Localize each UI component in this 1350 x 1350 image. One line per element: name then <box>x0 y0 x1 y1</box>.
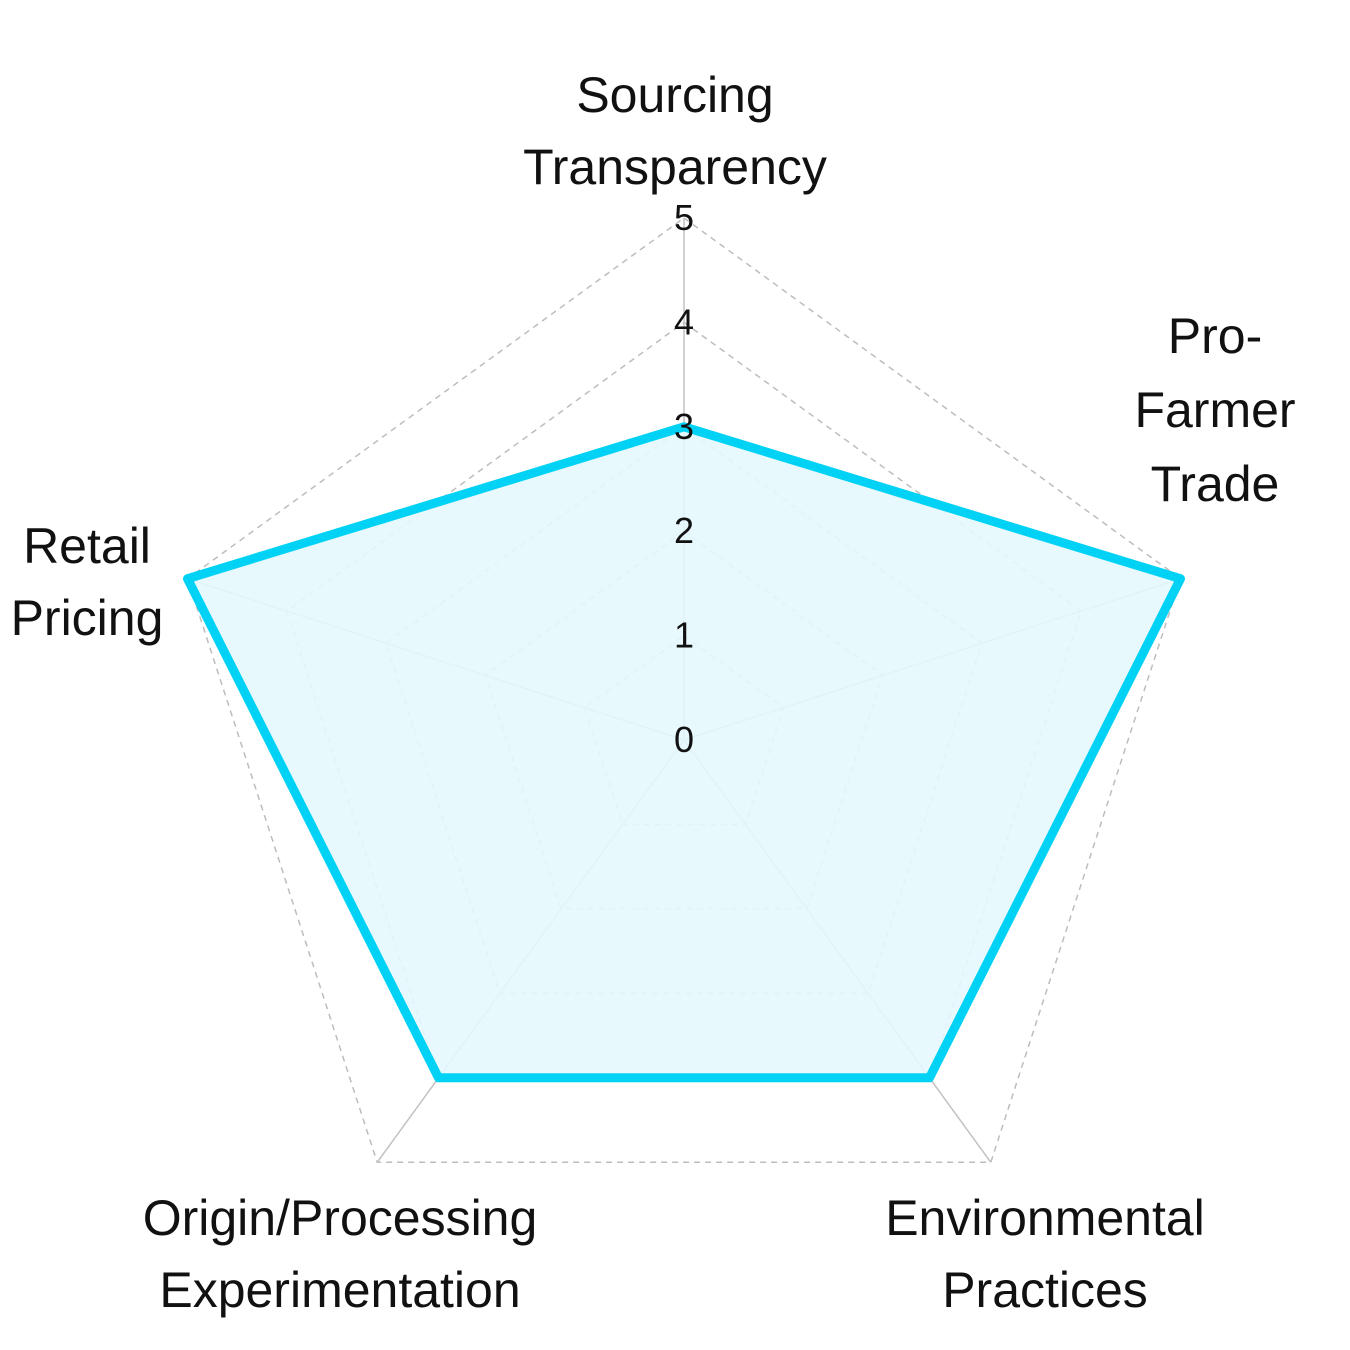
tick-label-4: 4 <box>674 301 694 342</box>
axis-label-1: Pro-Farmer Trade <box>1134 308 1295 512</box>
axis-labels: Sourcing Transparency Pro-Farmer Trade Envir… <box>11 67 1296 1318</box>
axis-label-4: Retail Pricing <box>11 518 164 646</box>
series-outline-0 <box>183 422 1185 1083</box>
axis-label-2: Environmental Practices <box>885 1190 1205 1318</box>
tick-label-2: 2 <box>674 510 694 551</box>
tick-label-1: 1 <box>674 615 694 656</box>
tick-label-5: 5 <box>674 197 694 238</box>
tick-label-3: 3 <box>674 406 694 447</box>
grid-ring-5 <box>186 217 1182 1164</box>
tick-label-0: 0 <box>674 719 694 760</box>
axis-label-0: Sourcing Transparency <box>523 67 827 195</box>
axis-label-3: Origin/Processing Experimentation <box>143 1190 538 1318</box>
radial-tick-labels: 0 1 2 3 4 5 <box>674 197 694 760</box>
series-layer <box>183 422 1185 1083</box>
series-area-0 <box>187 426 1181 1078</box>
